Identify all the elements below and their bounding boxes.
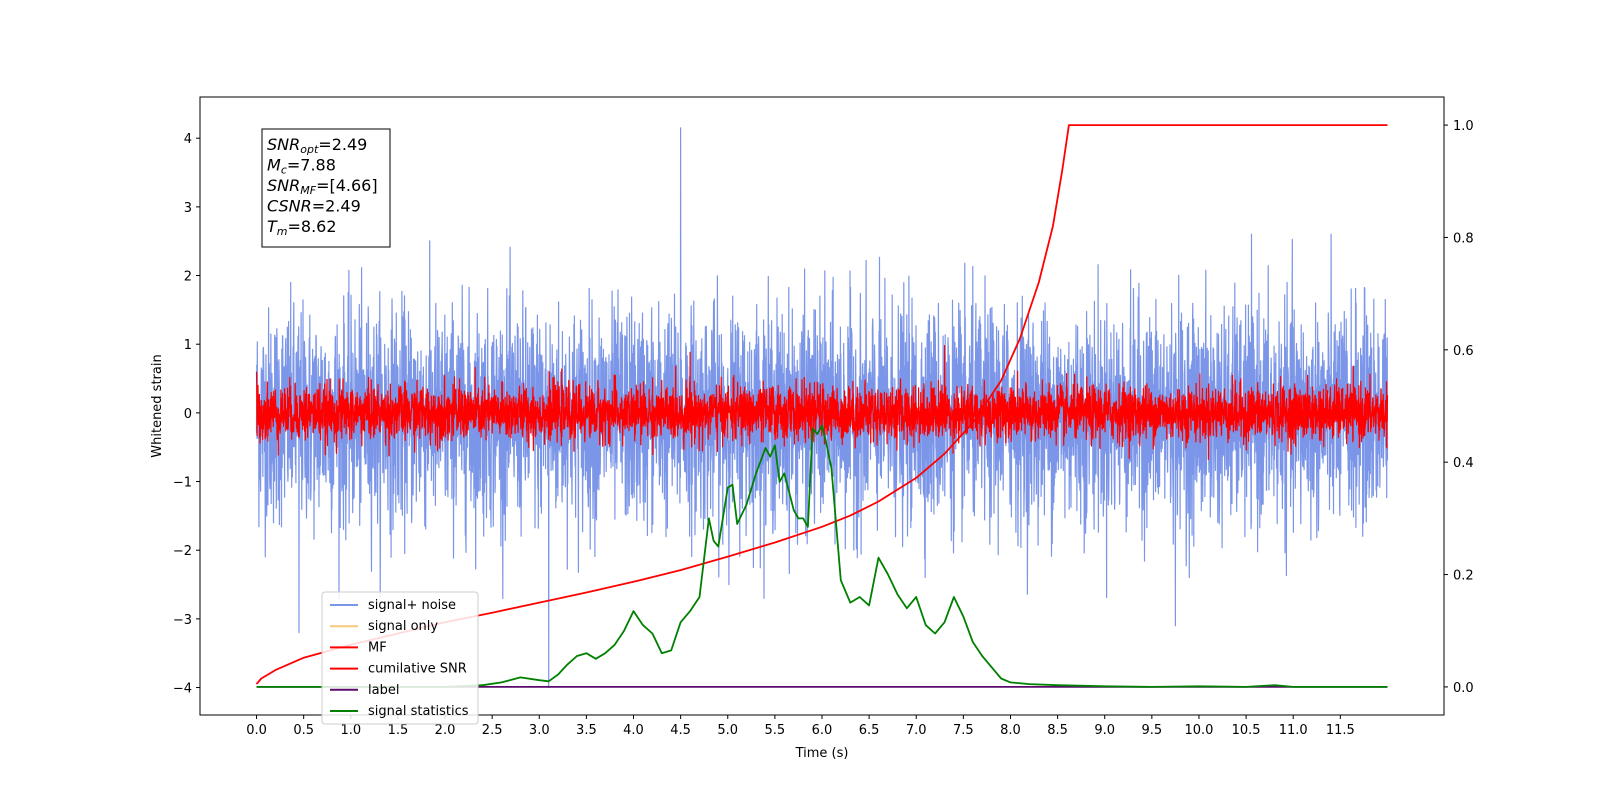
x-axis-label: Time (s)	[795, 746, 849, 761]
annotation-line: SNRopt=2.49	[267, 135, 367, 156]
legend: signal+ noise signal only MF cumilative SNR…	[321, 591, 479, 725]
x-tick-label: 6.0	[812, 723, 833, 738]
legend-label: signal only	[368, 619, 438, 634]
x-tick-label: 4.0	[623, 723, 644, 738]
x-tick-label: 1.0	[340, 723, 361, 738]
legend-label: label	[368, 683, 399, 698]
y-right-tick-label: 0.8	[1453, 231, 1474, 246]
y-left-tick-label: 1	[184, 338, 192, 353]
y-axis-left: 4 3 2 1 0 −1 −2 −3 −4	[173, 132, 200, 697]
annotation-frame	[261, 128, 391, 248]
legend-frame	[321, 591, 479, 725]
annotation-box: SNRopt=2.49Mc=7.88SNRMF=[4.66]CSNR=2.49T…	[261, 128, 391, 248]
y-left-tick-label: 0	[184, 407, 192, 422]
x-axis: 0.0 0.5 1.0 1.5 2.0 2.5 3.0 3.5 4.0 4.5 5.0 5.5 6.0 6…	[246, 715, 1355, 738]
y-left-tick-label: 4	[184, 132, 192, 147]
x-tick-label: 6.5	[859, 723, 880, 738]
x-tick-label: 1.5	[388, 723, 409, 738]
x-tick-label: 2.5	[482, 723, 503, 738]
legend-label: signal+ noise	[368, 598, 456, 613]
x-tick-label: 10.5	[1232, 723, 1261, 738]
legend-label: signal statistics	[368, 704, 469, 719]
y-right-tick-label: 0.6	[1453, 344, 1474, 359]
annotation-line: SNRMF=[4.66]	[267, 176, 378, 197]
x-tick-label: 11.0	[1279, 723, 1308, 738]
x-tick-label: 9.5	[1142, 723, 1163, 738]
y-right-tick-label: 0.0	[1453, 681, 1474, 696]
annotation-line: CSNR=2.49	[267, 197, 361, 216]
y-left-tick-label: 2	[184, 270, 192, 285]
x-tick-label: 0.5	[293, 723, 314, 738]
x-tick-label: 5.0	[717, 723, 738, 738]
legend-label: cumilative SNR	[368, 662, 467, 677]
y-axis-label: Whitened strain	[150, 354, 165, 457]
x-tick-label: 3.5	[576, 723, 597, 738]
y-left-tick-label: −3	[173, 613, 192, 628]
x-tick-label: 8.0	[1000, 723, 1021, 738]
y-right-tick-label: 0.2	[1453, 569, 1474, 584]
annotation-line: Mc=7.88	[267, 156, 336, 177]
x-tick-label: 3.0	[529, 723, 550, 738]
y-right-tick-label: 1.0	[1453, 119, 1474, 134]
x-tick-label: 9.0	[1094, 723, 1115, 738]
x-tick-label: 7.0	[906, 723, 927, 738]
y-left-tick-label: −2	[173, 544, 192, 559]
y-axis-right: 1.0 0.8 0.6 0.4 0.2 0.0	[1444, 119, 1474, 696]
x-tick-label: 4.5	[670, 723, 691, 738]
series-line-signal-noise	[255, 127, 1389, 689]
x-tick-label: 8.5	[1047, 723, 1068, 738]
annotation-line: Tm=8.62	[267, 217, 337, 238]
x-tick-label: 2.0	[435, 723, 456, 738]
legend-label: MF	[368, 640, 387, 655]
y-left-tick-label: −4	[173, 682, 192, 697]
series-line-signal-statistics	[256, 424, 1388, 688]
x-tick-label: 7.5	[953, 723, 974, 738]
x-tick-label: 11.5	[1326, 723, 1355, 738]
y-left-tick-label: 3	[184, 201, 192, 216]
x-tick-label: 5.5	[765, 723, 786, 738]
series-line-mf	[255, 345, 1389, 460]
y-right-tick-label: 0.4	[1453, 456, 1474, 471]
x-tick-label: 0.0	[246, 723, 267, 738]
x-tick-label: 10.0	[1184, 723, 1213, 738]
y-left-tick-label: −1	[173, 476, 192, 491]
